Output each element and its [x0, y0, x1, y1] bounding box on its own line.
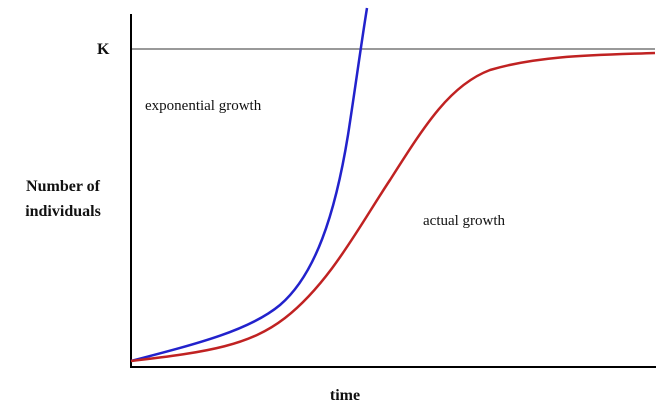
x-axis-label: time: [330, 387, 360, 404]
actual-curve: [130, 51, 656, 363]
y-axis-label: Number of: [26, 178, 101, 195]
exponential-curve: [130, 7, 369, 363]
actual-label: actual growth: [423, 213, 506, 229]
k-label: K: [97, 41, 110, 58]
exponential-label: exponential growth: [145, 98, 262, 114]
y-axis-label: individuals: [25, 203, 101, 220]
